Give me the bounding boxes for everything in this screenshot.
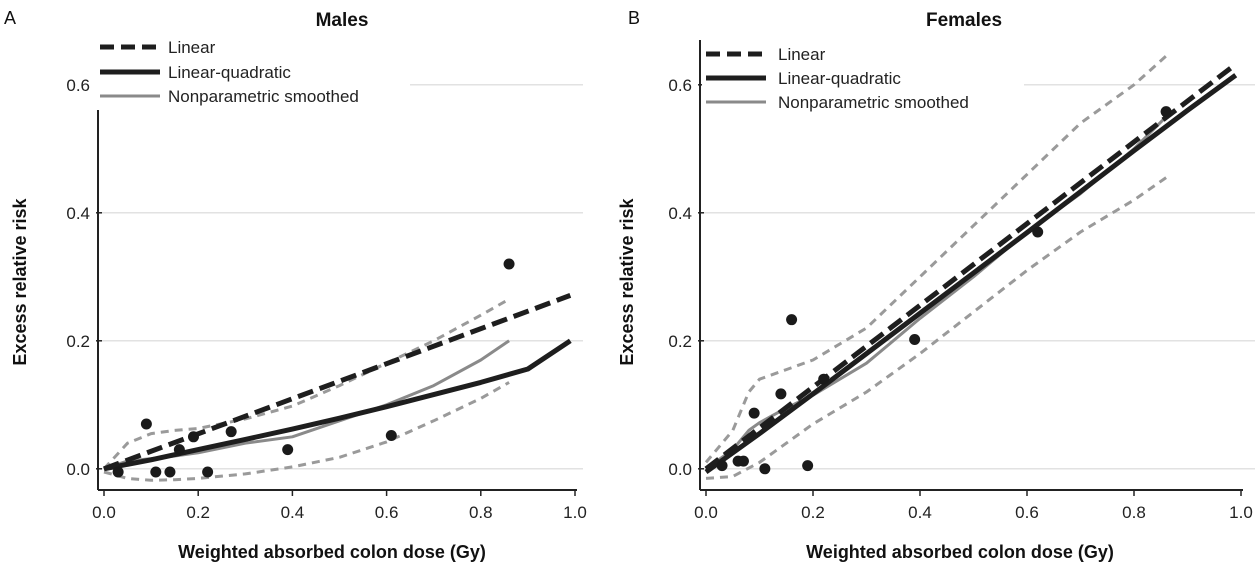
x-tick-label: 0.8	[469, 503, 493, 522]
legend: Linear Linear-quadratic Nonparametric sm…	[96, 38, 410, 110]
data-point	[775, 388, 787, 400]
data-point	[140, 418, 152, 430]
x-tick-label: 0.4	[908, 503, 932, 522]
panel-females: B Females 0.0 0.2 0.4 0.6 0.0 0.2 0.4 0.6 0.8 1.0…	[617, 8, 1255, 562]
x-tick-label: 0.4	[281, 503, 305, 522]
x-tick-label: 0.2	[186, 503, 210, 522]
data-point	[716, 460, 728, 472]
data-point	[385, 430, 397, 442]
panel-letter: B	[628, 8, 640, 28]
x-tick-label: 1.0	[563, 503, 587, 522]
y-tick-label: 0.6	[668, 76, 692, 95]
legend-label-linear: Linear	[778, 45, 826, 64]
legend-label-linear: Linear	[168, 38, 216, 57]
y-tick-label: 0.0	[66, 460, 90, 479]
data-point	[187, 431, 199, 443]
data-point	[1160, 106, 1172, 118]
y-axis-label: Excess relative risk	[10, 197, 30, 365]
series-line-linear	[704, 62, 1238, 471]
data-point	[173, 444, 185, 456]
x-tick-label: 0.2	[801, 503, 825, 522]
panel-title: Males	[316, 10, 369, 31]
confidence-band-line	[102, 297, 510, 470]
series-line-linear-quadratic	[704, 73, 1238, 475]
panel-title: Females	[926, 10, 1002, 31]
legend-label-linear-quadratic: Linear-quadratic	[778, 69, 901, 88]
legend: Linear Linear-quadratic Nonparametric sm…	[702, 42, 1024, 116]
y-tick-label: 0.6	[66, 76, 90, 95]
x-tick-label: 0.6	[375, 503, 399, 522]
y-tick-label: 0.2	[66, 332, 90, 351]
legend-label-nonparametric: Nonparametric smoothed	[168, 87, 359, 106]
x-axis-label: Weighted absorbed colon dose (Gy)	[178, 542, 486, 562]
panel-males: A Males 0.0 0.2 0.4 0.6 0.0 0.2 0.4 0.6 0.8 1.0 W…	[4, 8, 587, 562]
data-point	[282, 444, 294, 456]
x-tick-label: 0.0	[92, 503, 116, 522]
y-tick-label: 0.4	[668, 204, 692, 223]
data-point	[737, 455, 749, 467]
data-point	[503, 258, 515, 270]
series-line-linear	[103, 293, 572, 472]
y-tick-label: 0.4	[66, 204, 90, 223]
data-point	[225, 426, 237, 438]
data-point	[818, 373, 830, 385]
x-tick-label: 0.6	[1015, 503, 1039, 522]
legend-label-linear-quadratic: Linear-quadratic	[168, 63, 291, 82]
data-point	[909, 334, 921, 346]
data-point	[786, 314, 798, 326]
confidence-band-line	[705, 176, 1167, 480]
data-point	[759, 463, 771, 475]
x-axis-label: Weighted absorbed colon dose (Gy)	[806, 542, 1114, 562]
data-point	[202, 466, 214, 478]
y-tick-label: 0.2	[668, 332, 692, 351]
y-tick-label: 0.0	[668, 460, 692, 479]
data-point	[150, 466, 162, 478]
data-point	[1032, 226, 1044, 238]
data-point	[802, 460, 814, 472]
data-point	[164, 466, 176, 478]
x-tick-label: 1.0	[1229, 503, 1253, 522]
data-point	[748, 407, 760, 419]
panel-letter: A	[4, 8, 16, 28]
legend-label-nonparametric: Nonparametric smoothed	[778, 93, 969, 112]
data-point	[112, 466, 124, 478]
confidence-band-line	[704, 54, 1168, 464]
y-axis-label: Excess relative risk	[617, 197, 637, 365]
x-tick-label: 0.0	[694, 503, 718, 522]
x-tick-label: 0.8	[1122, 503, 1146, 522]
confidence-band-line	[103, 381, 510, 482]
series-line-nonparametric-smoothed	[103, 339, 510, 471]
